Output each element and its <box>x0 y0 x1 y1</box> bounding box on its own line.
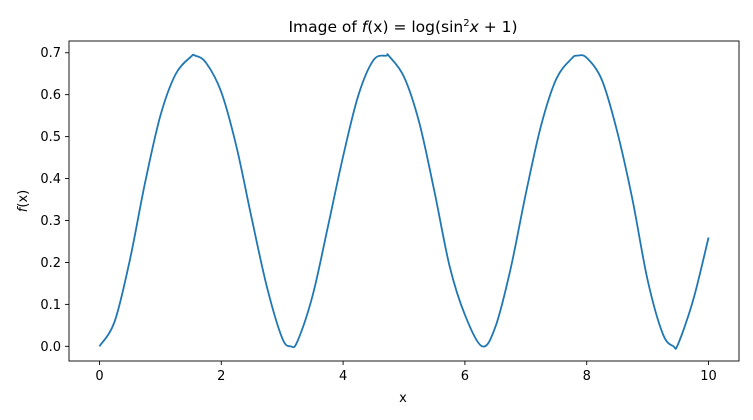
y-tick-label: 0.5 <box>40 130 61 145</box>
y-tick-label: 0.3 <box>40 214 61 229</box>
y-tick-label: 0.0 <box>40 340 61 355</box>
plot-frame <box>68 40 740 362</box>
plot-area <box>69 41 739 361</box>
x-ticks: 0 2 4 6 8 10 <box>95 361 717 384</box>
y-axis-label: f(x) <box>16 190 31 212</box>
y-tick-label: 0.7 <box>40 46 61 61</box>
y-tick-label: 0.1 <box>40 298 61 313</box>
x-tick-label: 4 <box>339 369 347 384</box>
x-tick-label: 2 <box>217 369 225 384</box>
x-tick-label: 8 <box>583 369 591 384</box>
x-tick-label: 6 <box>461 369 469 384</box>
y-ticks: 0.0 0.1 0.2 0.3 0.4 0.5 0.6 0.7 <box>40 46 69 355</box>
series-line <box>98 53 710 350</box>
y-tick-label: 0.2 <box>40 256 61 271</box>
x-axis-label: x <box>399 391 407 406</box>
chart-title: Image of f(x) = log(sin2x + 1) <box>288 18 517 36</box>
x-tick-label: 10 <box>700 369 717 384</box>
x-tick-label: 0 <box>95 369 103 384</box>
y-tick-label: 0.4 <box>40 172 61 187</box>
y-tick-label: 0.6 <box>40 88 61 103</box>
